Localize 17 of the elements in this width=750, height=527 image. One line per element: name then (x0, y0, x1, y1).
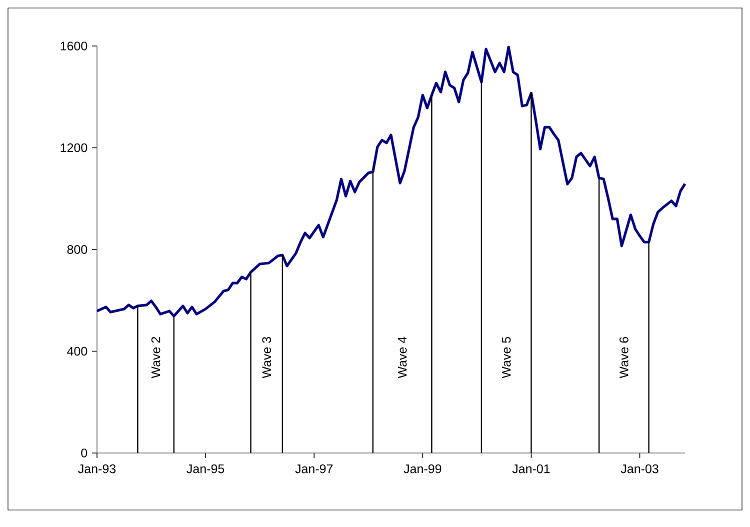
x-tick-label: Jan-99 (404, 464, 442, 474)
line-series (96, 46, 686, 318)
y-tick-label: 400 (67, 346, 88, 356)
x-tick-label: Jan-01 (512, 464, 550, 474)
x-tick-label: Jan-03 (620, 464, 658, 474)
y-tick-label: 800 (67, 245, 88, 254)
x-tick-label: Jan-97 (295, 464, 333, 474)
y-tick-label: 1200 (60, 143, 88, 152)
annotation: Wave 2 (151, 337, 160, 378)
annotation: Wave 4 (398, 336, 407, 378)
y-tick-label: 0 (81, 448, 88, 458)
x-tick-label: Jan-95 (186, 464, 224, 474)
x-tick-label: Jan-93 (78, 464, 116, 474)
y-tick-label: 1600 (60, 42, 88, 50)
annotation: Wave 5 (502, 336, 511, 378)
annotation: Wave 6 (620, 336, 628, 378)
annotation: Wave 3 (262, 336, 272, 378)
